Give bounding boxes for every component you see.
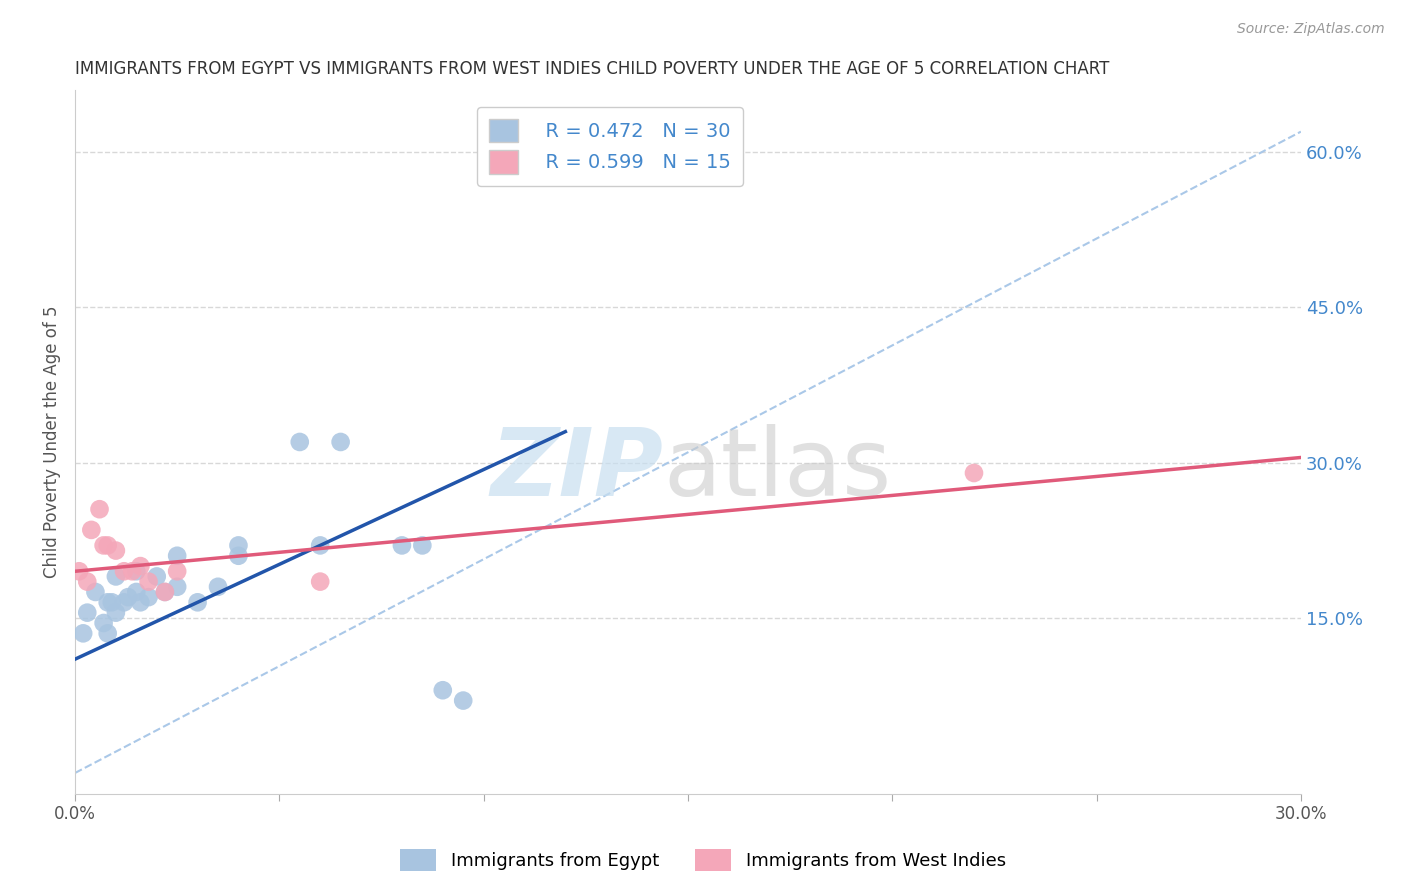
Y-axis label: Child Poverty Under the Age of 5: Child Poverty Under the Age of 5	[44, 306, 60, 578]
Point	[117, 590, 139, 604]
Point	[104, 543, 127, 558]
Point	[72, 626, 94, 640]
Legend: Immigrants from Egypt, Immigrants from West Indies: Immigrants from Egypt, Immigrants from W…	[394, 842, 1012, 879]
Point	[153, 585, 176, 599]
Point	[76, 574, 98, 589]
Point	[309, 574, 332, 589]
Point	[93, 615, 115, 630]
Point	[138, 574, 160, 589]
Text: IMMIGRANTS FROM EGYPT VS IMMIGRANTS FROM WEST INDIES CHILD POVERTY UNDER THE AGE: IMMIGRANTS FROM EGYPT VS IMMIGRANTS FROM…	[75, 60, 1109, 78]
Legend:   R = 0.472   N = 30,   R = 0.599   N = 15: R = 0.472 N = 30, R = 0.599 N = 15	[477, 107, 742, 186]
Point	[391, 538, 413, 552]
Point	[166, 580, 188, 594]
Point	[112, 595, 135, 609]
Point	[129, 595, 152, 609]
Point	[84, 585, 107, 599]
Point	[963, 466, 986, 480]
Point	[97, 595, 120, 609]
Point	[97, 538, 120, 552]
Point	[67, 564, 90, 578]
Point	[411, 538, 433, 552]
Point	[101, 595, 124, 609]
Point	[125, 585, 148, 599]
Point	[207, 580, 229, 594]
Point	[309, 538, 332, 552]
Point	[104, 569, 127, 583]
Point	[329, 434, 352, 449]
Point	[166, 549, 188, 563]
Point	[93, 538, 115, 552]
Point	[166, 564, 188, 578]
Point	[187, 595, 209, 609]
Point	[129, 559, 152, 574]
Point	[138, 590, 160, 604]
Point	[80, 523, 103, 537]
Point	[76, 606, 98, 620]
Point	[125, 564, 148, 578]
Text: Source: ZipAtlas.com: Source: ZipAtlas.com	[1237, 22, 1385, 37]
Point	[121, 564, 143, 578]
Point	[228, 538, 250, 552]
Point	[104, 606, 127, 620]
Point	[288, 434, 311, 449]
Text: ZIP: ZIP	[491, 424, 664, 516]
Text: atlas: atlas	[664, 424, 891, 516]
Point	[432, 683, 454, 698]
Point	[451, 693, 474, 707]
Point	[153, 585, 176, 599]
Point	[97, 626, 120, 640]
Point	[89, 502, 111, 516]
Point	[112, 564, 135, 578]
Point	[145, 569, 167, 583]
Point	[228, 549, 250, 563]
